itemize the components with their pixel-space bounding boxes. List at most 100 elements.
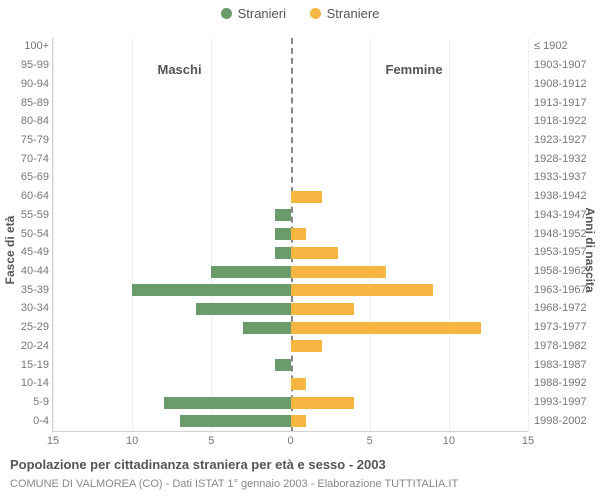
bar-male [275,209,291,221]
age-row [53,356,528,375]
y-label-birth: 1903-1907 [534,59,587,71]
age-row [53,319,528,338]
y-label-age: 65-69 [5,171,49,183]
y-label-age: 20-24 [5,340,49,352]
legend-item-female: Straniere [310,6,380,21]
y-label-age: 85-89 [5,97,49,109]
y-label-age: 95-99 [5,59,49,71]
bar-female [291,415,307,427]
y-label-birth: 1918-1922 [534,115,587,127]
y-label-age: 40-44 [5,265,49,277]
bar-male [275,359,291,371]
age-row [53,281,528,300]
y-label-birth: ≤ 1902 [534,40,568,52]
y-label-age: 15-19 [5,359,49,371]
y-label-birth: 1958-1962 [534,265,587,277]
bar-female [291,247,339,259]
bar-male [164,397,291,409]
bar-male [180,415,291,427]
y-label-age: 55-59 [5,209,49,221]
y-label-age: 45-49 [5,246,49,258]
age-row [53,113,528,132]
age-row [53,188,528,207]
bar-female [291,397,354,409]
x-tick-label: 10 [126,435,138,447]
y-label-birth: 1988-1992 [534,377,587,389]
chart-subtitle: COMUNE DI VALMOREA (CO) - Dati ISTAT 1° … [10,478,458,490]
age-row [53,263,528,282]
chart-container: Stranieri Straniere Fasce di età Anni di… [0,0,600,500]
y-label-birth: 1948-1952 [534,228,587,240]
bar-male [275,247,291,259]
y-label-age: 90-94 [5,78,49,90]
legend-swatch-male [221,8,232,19]
x-tick-label: 5 [367,435,373,447]
bar-male [275,228,291,240]
age-row [53,38,528,57]
age-row [53,394,528,413]
age-row [53,57,528,76]
bar-female [291,303,354,315]
bar-female [291,191,323,203]
age-row [53,300,528,319]
age-row [53,132,528,151]
bar-female [291,228,307,240]
legend-swatch-female [310,8,321,19]
age-row [53,94,528,113]
y-label-birth: 1993-1997 [534,396,587,408]
legend: Stranieri Straniere [0,6,600,22]
age-row [53,412,528,431]
y-label-birth: 1933-1937 [534,171,587,183]
y-label-age: 10-14 [5,377,49,389]
age-row [53,169,528,188]
y-label-birth: 1968-1972 [534,302,587,314]
y-label-age: 80-84 [5,115,49,127]
y-label-age: 70-74 [5,153,49,165]
age-row [53,75,528,94]
y-label-birth: 1938-1942 [534,190,587,202]
y-label-birth: 1923-1927 [534,134,587,146]
y-label-birth: 1913-1917 [534,97,587,109]
x-tick-label: 15 [47,435,59,447]
y-label-birth: 1908-1912 [534,78,587,90]
y-label-age: 50-54 [5,228,49,240]
age-row [53,206,528,225]
bar-male [132,284,290,296]
y-label-birth: 1983-1987 [534,359,587,371]
y-label-birth: 1963-1967 [534,284,587,296]
x-tick-label: 0 [287,435,293,447]
y-label-birth: 1998-2002 [534,415,587,427]
age-row [53,225,528,244]
y-label-age: 0-4 [5,415,49,427]
bar-female [291,340,323,352]
y-label-age: 60-64 [5,190,49,202]
bar-female [291,266,386,278]
chart-title: Popolazione per cittadinanza straniera p… [10,457,386,472]
y-label-birth: 1953-1957 [534,246,587,258]
y-label-age: 75-79 [5,134,49,146]
y-label-age: 35-39 [5,284,49,296]
y-label-age: 100+ [5,40,49,52]
bar-male [196,303,291,315]
y-label-birth: 1978-1982 [534,340,587,352]
y-label-birth: 1943-1947 [534,209,587,221]
y-label-age: 5-9 [5,396,49,408]
y-label-age: 25-29 [5,321,49,333]
y-label-birth: 1973-1977 [534,321,587,333]
bar-male [243,322,291,334]
legend-label-female: Straniere [327,6,380,21]
age-row [53,244,528,263]
x-tick-label: 5 [208,435,214,447]
gridline [528,38,529,431]
bar-male [211,266,290,278]
age-row [53,337,528,356]
population-pyramid-chart: Maschi Femmine 15105051015100+≤ 190295-9… [52,38,528,432]
legend-label-male: Stranieri [238,6,286,21]
y-label-age: 30-34 [5,302,49,314]
age-row [53,375,528,394]
bar-female [291,284,434,296]
x-tick-label: 15 [522,435,534,447]
x-tick-label: 10 [443,435,455,447]
bar-female [291,378,307,390]
bar-female [291,322,481,334]
